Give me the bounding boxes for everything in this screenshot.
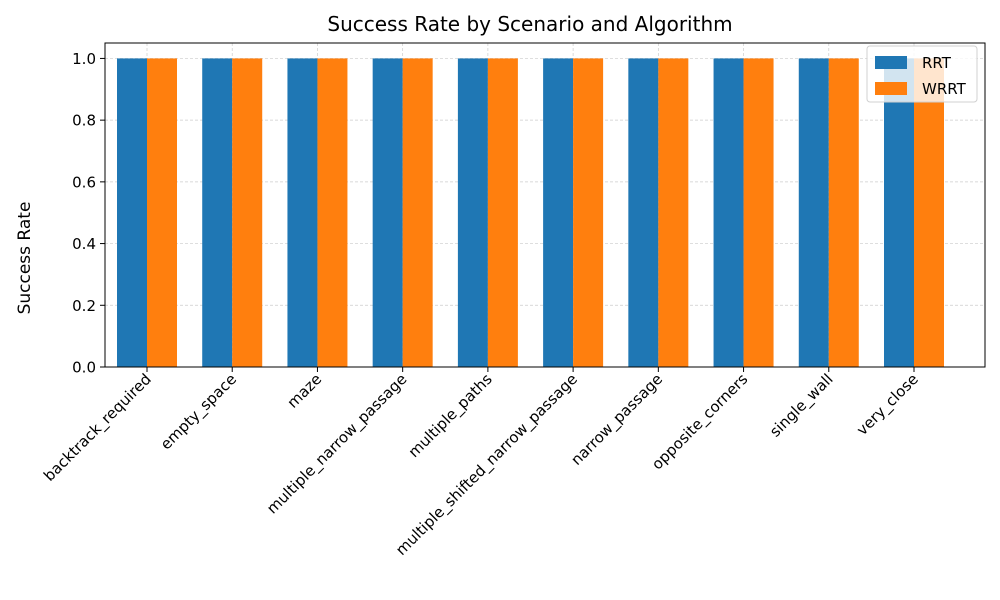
x-tick-label: empty_space xyxy=(157,370,241,454)
bar-wrrt-single_wall xyxy=(828,58,859,368)
legend-label-wrrt: WRRT xyxy=(922,80,967,98)
legend: RRT WRRT xyxy=(866,45,978,103)
bar-wrrt-very_close xyxy=(914,58,944,368)
y-tick-label: 0.6 xyxy=(72,173,96,191)
x-tick-label: multiple_shifted_narrow_passage xyxy=(392,370,582,560)
x-tick-label: backtrack_required xyxy=(40,370,155,485)
bar-rrt-very_close xyxy=(884,58,914,368)
plot-frame xyxy=(104,42,986,368)
x-tick-label: single_wall xyxy=(766,370,837,441)
y-tick-label: 0.4 xyxy=(72,235,96,253)
bar-wrrt-backtrack_required xyxy=(147,58,177,368)
bar-rrt-multiple_shifted_narrow_passage xyxy=(543,58,574,368)
bar-rrt-maze xyxy=(287,58,318,368)
x-tick-label: maze xyxy=(284,370,326,412)
bars-layer xyxy=(117,58,944,368)
bar-wrrt-maze xyxy=(317,58,348,368)
bar-wrrt-empty_space xyxy=(232,58,263,368)
y-tick-label: 0.0 xyxy=(72,359,96,377)
bar-rrt-empty_space xyxy=(202,58,233,368)
legend-swatch-rrt xyxy=(875,56,907,69)
bar-rrt-backtrack_required xyxy=(117,58,147,368)
bar-wrrt-multiple_narrow_passage xyxy=(402,58,433,368)
x-tick-label: multiple_paths xyxy=(405,370,497,462)
bar-rrt-multiple_narrow_passage xyxy=(372,58,403,368)
legend-swatch-wrrt xyxy=(875,82,907,95)
y-tick-label: 0.2 xyxy=(72,297,96,315)
x-tick-label: very_close xyxy=(853,370,923,440)
bar-rrt-multiple_paths xyxy=(457,58,488,368)
bar-wrrt-narrow_passage xyxy=(658,58,689,368)
x-tick-label: narrow_passage xyxy=(567,370,666,469)
y-tick-label: 1.0 xyxy=(72,50,96,68)
bar-wrrt-opposite_corners xyxy=(743,58,774,368)
x-tick-label: multiple_narrow_passage xyxy=(263,370,411,518)
y-tick-label: 0.8 xyxy=(72,112,96,130)
x-tick-label: opposite_corners xyxy=(648,370,752,474)
bar-rrt-single_wall xyxy=(798,58,829,368)
bar-rrt-opposite_corners xyxy=(713,58,744,368)
legend-label-rrt: RRT xyxy=(922,54,952,72)
y-axis-label: Success Rate xyxy=(15,202,35,315)
bar-wrrt-multiple_shifted_narrow_passage xyxy=(573,58,604,368)
chart-title: Success Rate by Scenario and Algorithm xyxy=(327,12,732,36)
bar-wrrt-multiple_paths xyxy=(487,58,518,368)
bar-rrt-narrow_passage xyxy=(628,58,659,368)
